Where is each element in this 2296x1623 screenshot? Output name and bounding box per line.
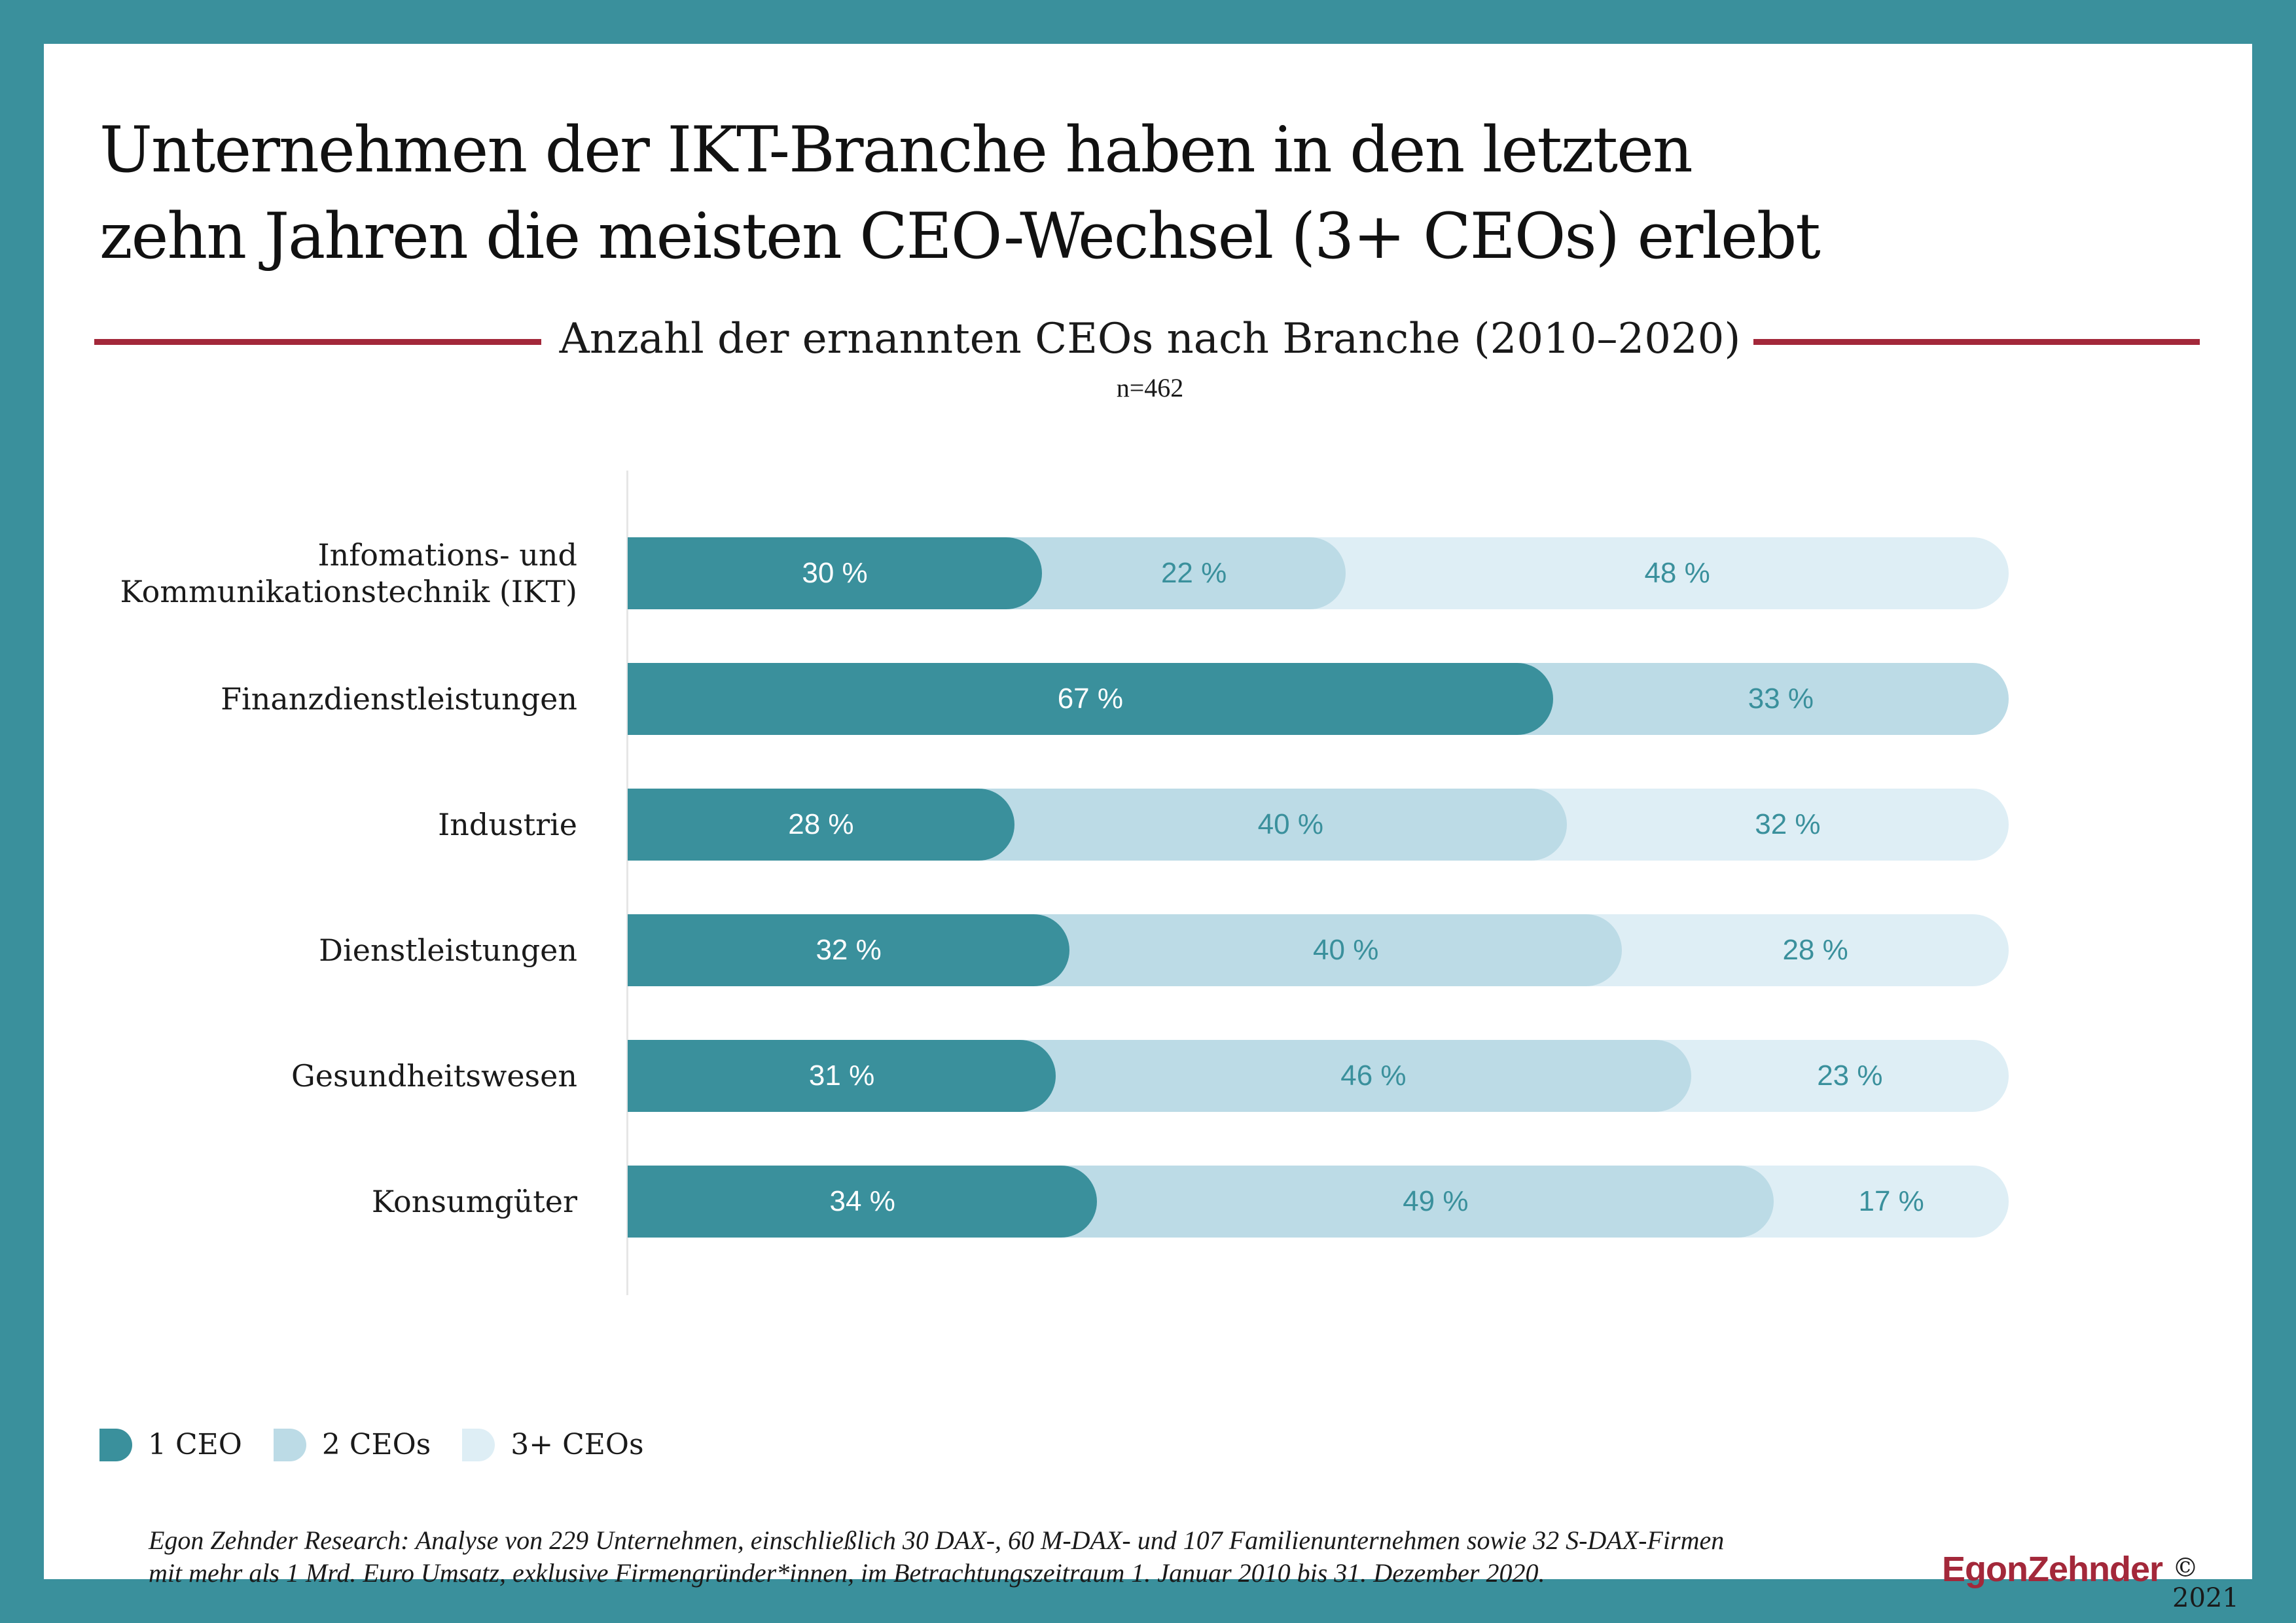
subtitle-rule-left xyxy=(94,339,541,345)
legend-swatch-3plus-ceos xyxy=(462,1428,495,1461)
bar-value-label: 46 % xyxy=(1340,1060,1407,1092)
bar-segment-1-ceo: 32 % xyxy=(628,914,1070,986)
category-label-line: Finanzdienstleistungen xyxy=(221,681,577,717)
category-axis-line xyxy=(626,471,628,1295)
category-label-line: Kommunikationstechnik (IKT) xyxy=(120,574,578,609)
bar-value-label: 32 % xyxy=(1755,808,1821,840)
bar-value-label: 28 % xyxy=(788,808,854,840)
bar-value-label: 31 % xyxy=(808,1060,875,1092)
legend-label-2-ceos: 2 CEOs xyxy=(321,1428,431,1461)
legend: 1 CEO 2 CEOs 3+ CEOs xyxy=(99,1428,675,1461)
brand-logo: EgonZehnder xyxy=(1942,1550,2163,1589)
copyright-text: © 2021 xyxy=(2172,1553,2239,1613)
category-label: Finanzdienstleistungen xyxy=(0,681,577,717)
bar-value-label: 67 % xyxy=(1057,683,1123,715)
bar-segment-1-ceo: 31 % xyxy=(628,1040,1056,1112)
bar-value-label: 34 % xyxy=(829,1185,895,1217)
bar-value-label: 30 % xyxy=(802,557,868,589)
legend-item-3plus-ceos: 3+ CEOs xyxy=(462,1428,644,1461)
chart-title: Unternehmen der IKT-Branche haben in den… xyxy=(99,107,2128,279)
bar-value-label: 32 % xyxy=(816,934,882,966)
legend-swatch-2-ceos xyxy=(273,1428,306,1461)
bar-value-label: 40 % xyxy=(1313,934,1379,966)
bar-segment-1-ceo: 28 % xyxy=(628,789,1014,861)
footnote-line-2: mit mehr als 1 Mrd. Euro Umsatz, exklusi… xyxy=(149,1558,1545,1588)
category-label-line: Konsumgüter xyxy=(371,1184,577,1219)
bar-value-label: 33 % xyxy=(1748,683,1814,715)
bar-row: 48 % 22 % 30 % xyxy=(628,537,2009,609)
subtitle-rule-right xyxy=(1753,339,2200,345)
sample-size-note: n=462 xyxy=(1116,373,1184,402)
legend-label-3plus-ceos: 3+ CEOs xyxy=(511,1428,644,1461)
title-line-1: Unternehmen der IKT-Branche haben in den… xyxy=(99,113,1693,187)
bar-row: 23 % 46 % 31 % xyxy=(628,1040,2009,1112)
bar-value-label: 22 % xyxy=(1160,557,1227,589)
bar-value-label: 48 % xyxy=(1644,557,1710,589)
category-label: Dienstleistungen xyxy=(0,932,577,969)
category-label: Infomations- und Kommunikationstechnik (I… xyxy=(0,537,578,610)
bar-value-label: 49 % xyxy=(1403,1185,1469,1217)
bar-row: 28 % 40 % 32 % xyxy=(628,914,2009,986)
chart-subtitle: Anzahl der ernannten CEOs nach Branche (… xyxy=(559,315,1741,363)
category-label-line: Infomations- und xyxy=(317,537,577,573)
bar-segment-1-ceo: 67 % xyxy=(628,663,1553,735)
category-label: Konsumgüter xyxy=(0,1183,577,1220)
category-label-line: Dienstleistungen xyxy=(319,933,577,968)
category-label-line: Industrie xyxy=(438,807,577,842)
source-footnote: Egon Zehnder Research: Analyse von 229 U… xyxy=(149,1524,1883,1590)
legend-item-1-ceo: 1 CEO xyxy=(99,1428,242,1461)
bar-row: 17 % 49 % 34 % xyxy=(628,1166,2009,1238)
bar-segment-1-ceo: 30 % xyxy=(628,537,1042,609)
category-label: Gesundheitswesen xyxy=(0,1058,577,1094)
bar-row: 32 % 40 % 28 % xyxy=(628,789,2009,861)
legend-item-2-ceos: 2 CEOs xyxy=(273,1428,431,1461)
title-line-2: zehn Jahren die meisten CEO-Wechsel (3+ … xyxy=(99,200,1821,273)
legend-swatch-1-ceo xyxy=(99,1428,132,1461)
bar-value-label: 40 % xyxy=(1257,808,1323,840)
bar-value-label: 23 % xyxy=(1817,1060,1883,1092)
bar-row: 33 % 67 % xyxy=(628,663,2009,735)
chart-card: Unternehmen der IKT-Branche haben in den… xyxy=(44,44,2252,1613)
bar-value-label: 17 % xyxy=(1858,1185,1924,1217)
category-label: Industrie xyxy=(0,806,577,843)
legend-label-1-ceo: 1 CEO xyxy=(148,1428,242,1461)
bar-value-label: 28 % xyxy=(1782,934,1848,966)
category-label-line: Gesundheitswesen xyxy=(291,1058,577,1094)
footnote-line-1: Egon Zehnder Research: Analyse von 229 U… xyxy=(149,1525,1725,1555)
bar-segment-1-ceo: 34 % xyxy=(628,1166,1098,1238)
